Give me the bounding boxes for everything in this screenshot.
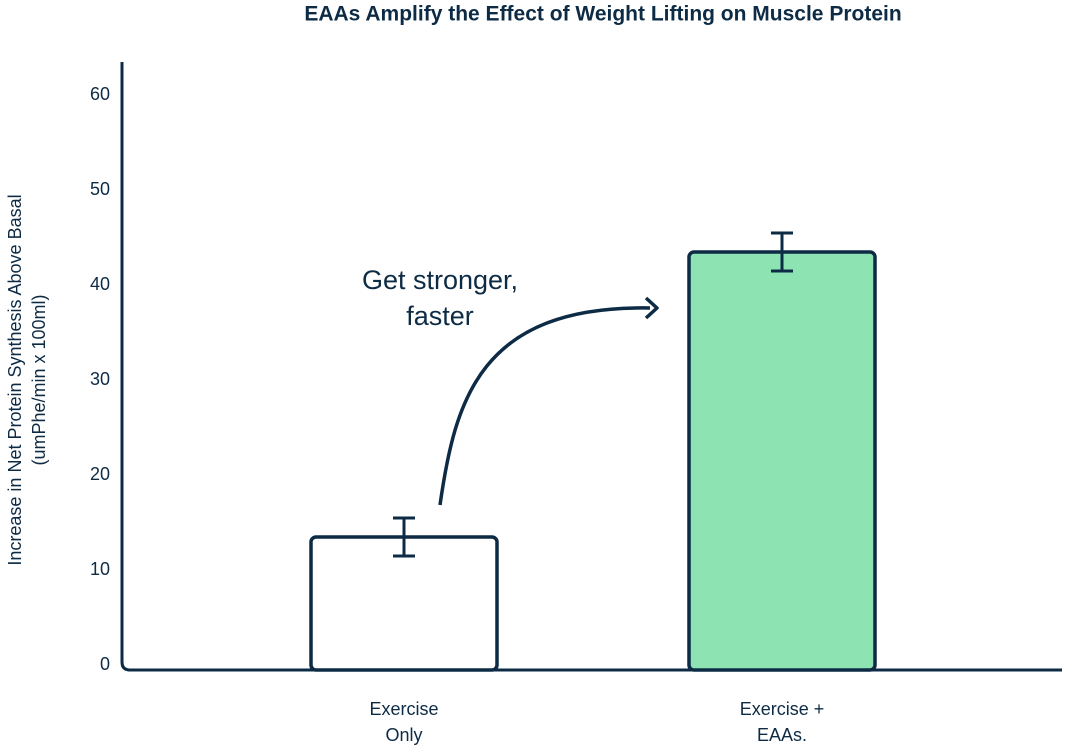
annotation: Get stronger, faster xyxy=(361,265,519,331)
y-tick-label: 30 xyxy=(90,369,110,389)
axes xyxy=(120,62,1062,672)
y-tick-label: 10 xyxy=(90,559,110,579)
y-tick-label: 0 xyxy=(100,654,110,674)
y-axis-label: Increase in Net Protein Synthesis Above … xyxy=(5,194,25,565)
y-tick-label: 20 xyxy=(90,464,110,484)
annotation-arrow xyxy=(438,306,651,506)
error-bar xyxy=(771,231,793,273)
chart-title: EAAs Amplify the Effect of Weight Liftin… xyxy=(304,3,901,26)
y-tick-label: 50 xyxy=(90,179,110,199)
error-bar xyxy=(393,516,415,558)
y-axis-label: (umPhe/min x 100ml) xyxy=(29,294,49,465)
x-tick-label: Exercise Only xyxy=(369,699,439,745)
bar xyxy=(687,250,877,672)
arrow-head xyxy=(644,296,659,320)
y-tick-label: 40 xyxy=(90,274,110,294)
x-tick-label: Exercise + EAAs. xyxy=(739,699,825,745)
y-tick-label: 60 xyxy=(90,84,110,104)
